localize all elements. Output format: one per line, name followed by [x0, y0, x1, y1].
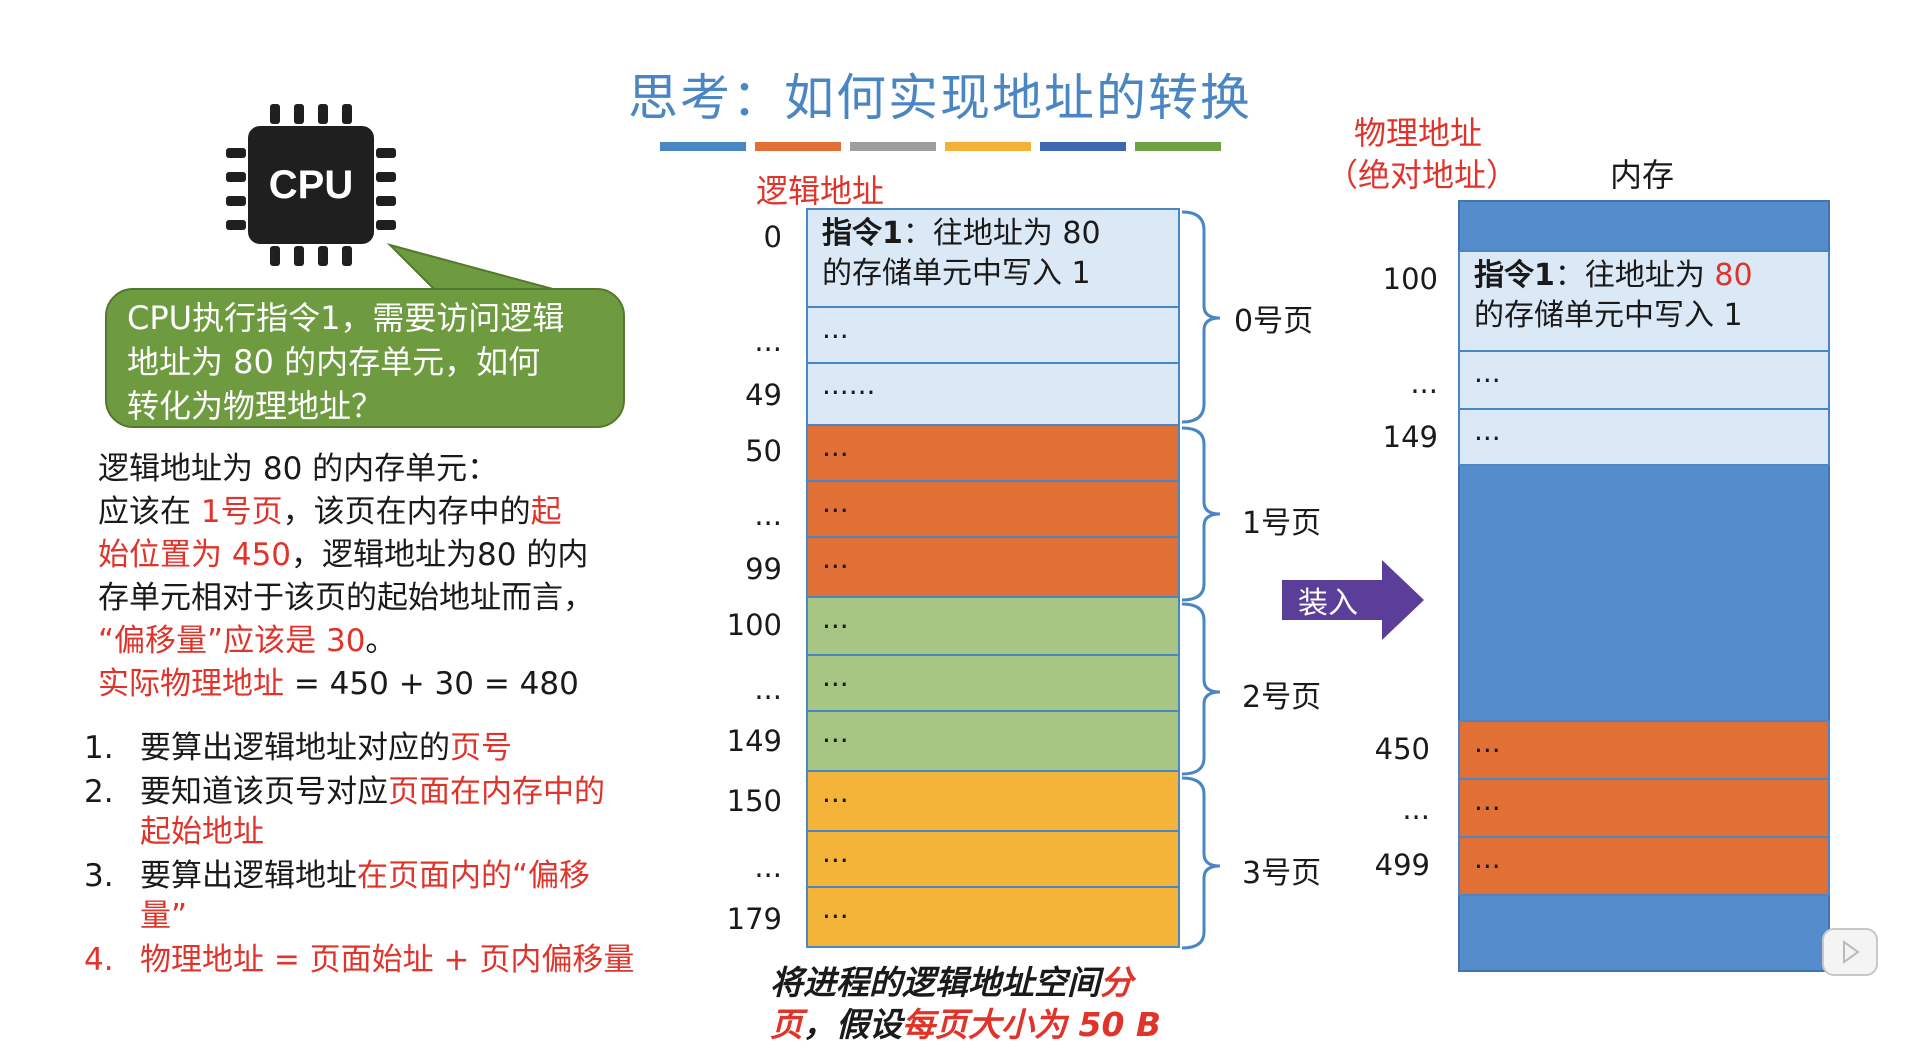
cpu-speech-bubble: CPU执行指令1，需要访问逻辑 地址为 80 的内存单元，如何 转化为物理地址？	[105, 288, 625, 428]
physical-address-label: 物理地址	[1354, 114, 1483, 152]
page-label-3: 3号页	[1242, 856, 1322, 891]
page-title: 思考：如何实现地址的转换	[628, 69, 1252, 127]
physical-addr-5: 499	[1374, 848, 1430, 882]
logical-addr-11: 179	[726, 902, 782, 936]
absolute-address-label: （绝对地址）	[1326, 156, 1519, 194]
page-label-2: 2号页	[1242, 680, 1322, 715]
logical-cell: ...	[806, 596, 1180, 656]
bubble-line-2: 地址为 80 的内存单元，如何	[127, 343, 541, 381]
physical-addr-1: ...	[1410, 366, 1438, 400]
steps-list: 1. 要算出逻辑地址对应的页号 2. 要知道该页号对应页面在内存中的 起始地址 3. 要…	[84, 728, 684, 984]
logical-addr-5: 99	[745, 552, 782, 586]
bubble-line-1: CPU执行指令1，需要访问逻辑	[127, 299, 565, 337]
logical-addr-10: ...	[754, 850, 782, 884]
logical-addr-1: ...	[754, 324, 782, 358]
step-4: 4. 物理地址 = 页面始址 + 页内偏移量	[84, 942, 635, 978]
logical-cell: ...	[806, 830, 1180, 888]
description-text: 逻辑地址为 80 的内存单元： 应该在 1号页，该页在内存中的起 始位置为 45…	[98, 448, 678, 706]
physical-addr-3: 450	[1374, 732, 1430, 766]
desc-line-1: 逻辑地址为 80 的内存单元：	[98, 451, 499, 487]
cpu-chip-label: CPU	[248, 126, 374, 244]
title-bar-2	[755, 142, 841, 151]
desc-line-6: 实际物理地址 = 450 + 30 = 480	[98, 666, 579, 702]
physical-addr-0: 100	[1382, 262, 1438, 296]
step-3: 3. 要算出逻辑地址在页面内的“偏移 量”	[84, 858, 591, 934]
logical-cell: ...	[806, 536, 1180, 598]
desc-line-2: 应该在 1号页，该页在内存中的起	[98, 494, 562, 530]
physical-cell: ...	[1458, 836, 1830, 896]
logical-addr-7: ...	[754, 672, 782, 706]
physical-cell: ...	[1458, 720, 1830, 780]
title-bar-1	[660, 142, 746, 151]
logical-address-label: 逻辑地址	[756, 172, 885, 210]
physical-cell: ...	[1458, 408, 1830, 466]
logical-addr-9: 150	[726, 784, 782, 818]
logical-addr-8: 149	[726, 724, 782, 758]
play-button[interactable]	[1822, 928, 1878, 976]
logical-cell: ...	[806, 710, 1180, 772]
load-arrow-label: 装入	[1298, 586, 1358, 621]
page-label-0: 0号页	[1234, 304, 1314, 339]
logical-cell: ...	[806, 770, 1180, 832]
logical-cell: ...	[806, 886, 1180, 948]
physical-cell: ...	[1458, 778, 1830, 838]
memory-label: 内存	[1610, 156, 1675, 194]
physical-cell-instruction: 指令1：往地址为 80 的存储单元中写入 1	[1458, 250, 1830, 352]
logical-addr-4: ...	[754, 498, 782, 532]
caption-text: 将进程的逻辑地址空间分 页，假设每页大小为 50 B	[770, 963, 1162, 1044]
logical-addr-2: 49	[745, 378, 782, 412]
title-bar-6	[1135, 142, 1221, 151]
logical-cell: ...	[806, 306, 1180, 364]
desc-line-4: 存单元相对于该页的起始地址而言，	[98, 580, 594, 616]
logical-addr-6: 100	[726, 608, 782, 642]
title-bar-5	[1040, 142, 1126, 151]
play-icon	[1843, 940, 1860, 964]
title-bar-4	[945, 142, 1031, 151]
bubble-line-3: 转化为物理地址？	[127, 387, 384, 425]
load-arrow-icon	[1282, 560, 1424, 640]
logical-cell: ...	[806, 654, 1180, 712]
physical-addr-4: ...	[1402, 792, 1430, 826]
logical-cell: ...	[806, 480, 1180, 538]
logical-addr-3: 50	[745, 434, 782, 468]
logical-cell: ...	[806, 424, 1180, 482]
desc-line-3: 始位置为 450，逻辑地址为80 的内	[98, 537, 589, 573]
cpu-icon: CPU	[222, 100, 402, 272]
title-color-bars	[660, 142, 1221, 151]
page-label-1: 1号页	[1242, 506, 1322, 541]
logical-cell: ......	[806, 362, 1180, 426]
logical-addr-0: 0	[763, 220, 782, 254]
desc-line-5: “偏移量”应该是 30。	[98, 623, 397, 659]
physical-addr-2: 149	[1382, 420, 1438, 454]
step-2: 2. 要知道该页号对应页面在内存中的 起始地址	[84, 774, 605, 850]
title-bar-3	[850, 142, 936, 151]
physical-cell: ...	[1458, 350, 1830, 410]
step-1: 1. 要算出逻辑地址对应的页号	[84, 730, 512, 766]
logical-cell-instruction: 指令1：往地址为 80 的存储单元中写入 1	[806, 208, 1180, 308]
page-braces	[1181, 210, 1221, 950]
